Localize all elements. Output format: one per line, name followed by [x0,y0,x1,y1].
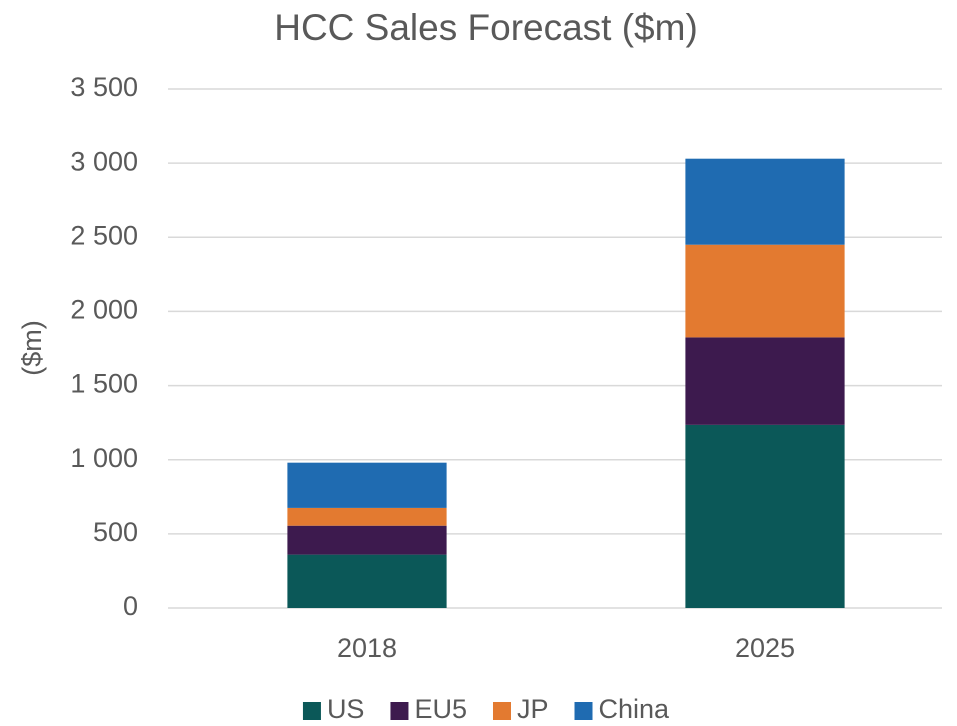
bar-segment [287,525,447,555]
legend-swatch [492,702,511,720]
legend-swatch [390,702,409,720]
legend-swatch [574,702,593,720]
legend-label: US [327,694,365,724]
y-tick-label: 3 500 [70,72,138,102]
y-tick-label: 1 000 [70,443,138,473]
bar-segment [287,507,447,526]
bar-segment [685,244,845,338]
bar-segment [685,337,845,425]
y-tick-label: 3 000 [70,146,138,176]
y-tick-label: 1 500 [70,369,138,399]
y-axis-label: ($m) [17,320,47,376]
legend-label: JP [517,694,549,724]
bar-segment [287,554,447,608]
chart-title: HCC Sales Forecast ($m) [274,7,698,48]
y-tick-label: 0 [123,591,138,621]
x-tick-label: 2025 [735,633,795,663]
y-tick-label: 500 [93,517,138,547]
legend-label: EU5 [414,694,467,724]
y-tick-label: 2 500 [70,220,138,250]
legend-label: China [599,694,671,724]
x-tick-label: 2018 [337,633,397,663]
bar-segment [685,158,845,245]
legend-swatch [302,702,321,720]
bar-segment [685,424,845,608]
bar-segment [287,462,447,508]
y-tick-label: 2 000 [70,295,138,325]
